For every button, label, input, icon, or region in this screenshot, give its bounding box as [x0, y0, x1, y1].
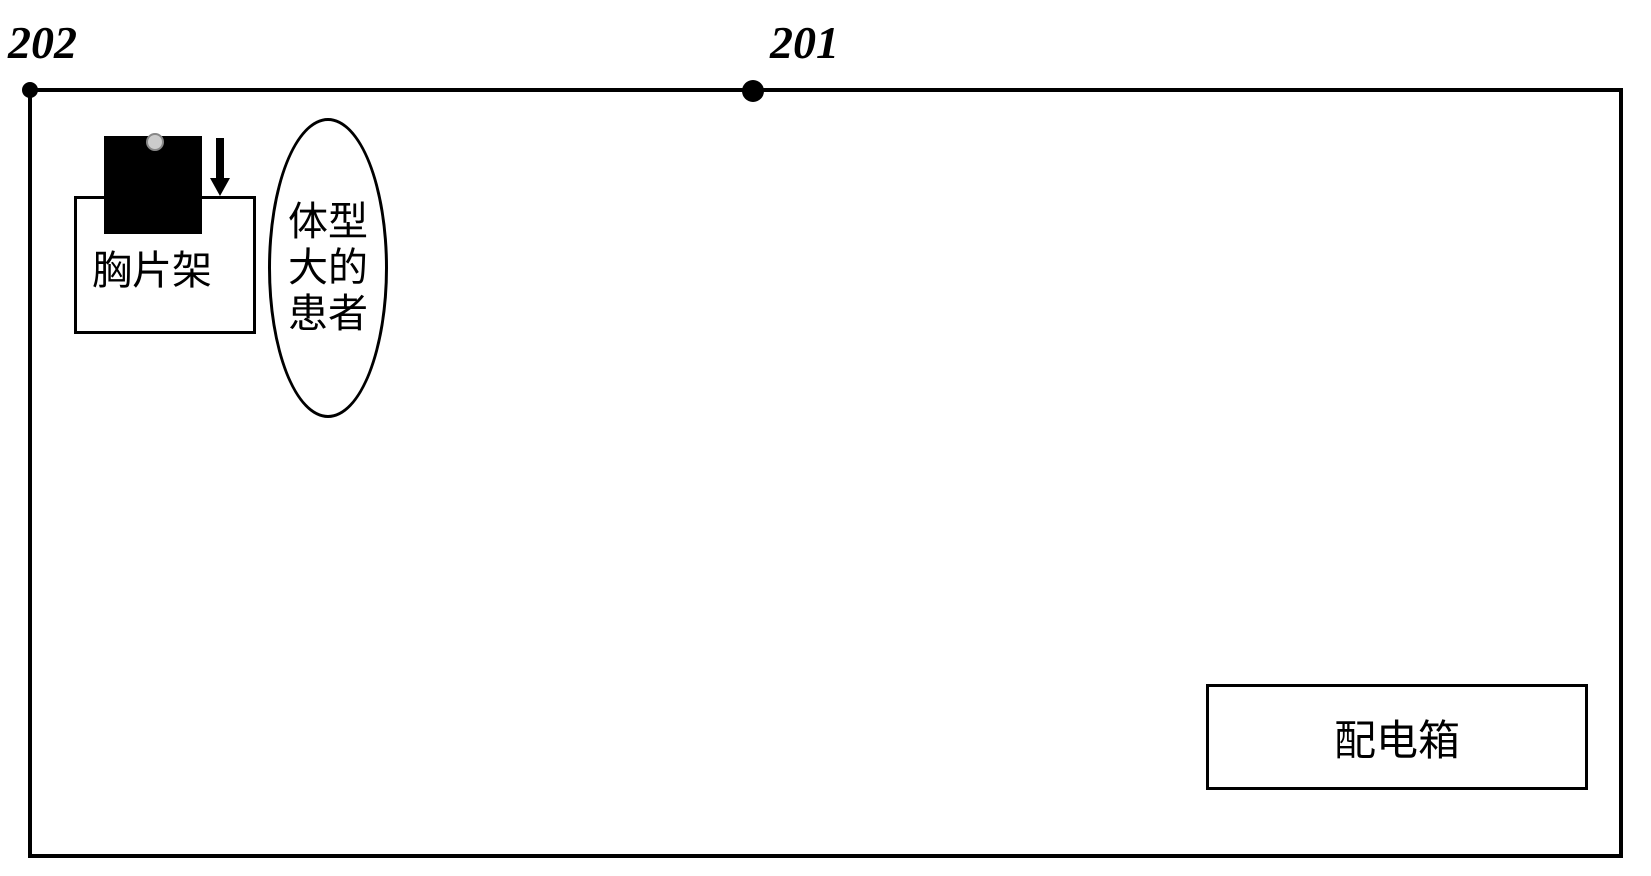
chest-stand-label: 胸片架: [92, 238, 212, 296]
ref-dot-202: [22, 82, 38, 98]
patient-label: 体型大的患者: [288, 199, 368, 337]
distribution-box: 配电箱: [1206, 684, 1588, 790]
distribution-box-label: 配电箱: [1334, 707, 1460, 768]
chest-stand-knob-icon: [146, 133, 164, 151]
patient-ellipse: 体型大的患者: [268, 118, 388, 418]
arrow-stem: [216, 138, 224, 178]
arrow-head: [210, 178, 230, 196]
ref-dot-201: [742, 80, 764, 102]
diagram-root: 202 201 胸片架 体型大的患者 配电箱: [0, 0, 1651, 876]
ref-label-202: 202: [8, 16, 77, 69]
ref-label-201: 201: [770, 16, 839, 69]
